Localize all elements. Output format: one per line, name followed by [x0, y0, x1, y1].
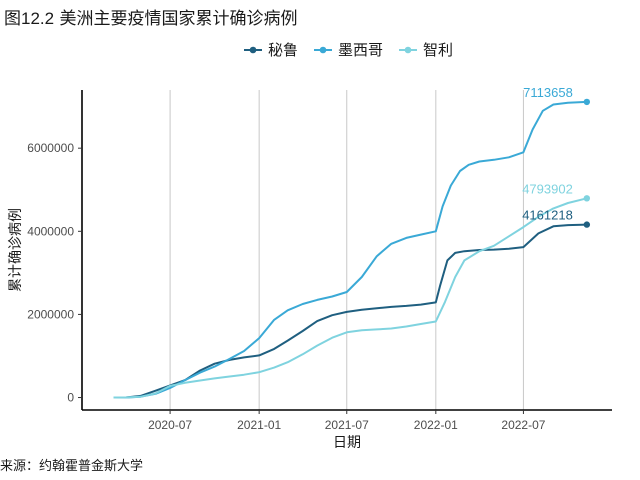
source-note: 来源：约翰霍普金斯大学 [0, 459, 144, 474]
y-tick-label-0: 0 [67, 391, 74, 405]
series-line-2 [113, 197, 588, 399]
x-tick-label-1: 2021-01 [237, 418, 281, 432]
x-tick-label-4: 2022-07 [501, 418, 545, 432]
series-line-1 [113, 100, 587, 399]
legend-key-point-0 [249, 46, 257, 54]
series-lines [113, 98, 591, 399]
series-end-point-1 [583, 98, 591, 106]
x-tick-label-2: 2021-07 [325, 418, 369, 432]
y-tick-label-1: 2000000 [27, 307, 74, 321]
figure-title: 美洲主要疫情国家累计确诊病例 [59, 9, 298, 29]
x-tick-label-3: 2022-01 [414, 418, 458, 432]
legend-key-point-2 [404, 46, 412, 54]
y-tick-label-2: 4000000 [27, 224, 74, 238]
x-tick-label-0: 2020-07 [148, 418, 192, 432]
legend-item-1: 墨西哥 [314, 41, 383, 59]
end-labels: 4161218 7113658 4793902 [522, 85, 573, 223]
figure-number: 图12.2 [4, 9, 55, 28]
axes: 0 2000000 4000000 6000000 2020-07 2021-01 2021… [27, 90, 612, 432]
y-axis-title: 累计确诊病例 [8, 208, 24, 292]
end-value-label-2: 4793902 [522, 181, 573, 196]
legend-item-2: 智利 [399, 41, 453, 59]
legend-key-point-1 [319, 46, 327, 54]
end-value-label-0: 4161218 [522, 208, 573, 223]
series-line-0 [113, 223, 587, 399]
legend-label-1: 墨西哥 [338, 41, 383, 59]
legend-item-0: 秘鲁 [244, 41, 298, 59]
series-end-point-2 [583, 195, 591, 202]
legend-label-2: 智利 [423, 41, 453, 59]
x-axis-title: 日期 [333, 435, 361, 451]
end-value-label-1: 7113658 [523, 85, 573, 100]
chart-title: 图12.2 美洲主要疫情国家累计确诊病例 [4, 4, 298, 29]
legend: 秘鲁 墨西哥 智利 [244, 41, 453, 59]
legend-label-0: 秘鲁 [268, 41, 298, 59]
grid-lines [169, 90, 524, 410]
y-tick-label-3: 6000000 [27, 141, 74, 155]
series-end-point-0 [583, 221, 591, 228]
